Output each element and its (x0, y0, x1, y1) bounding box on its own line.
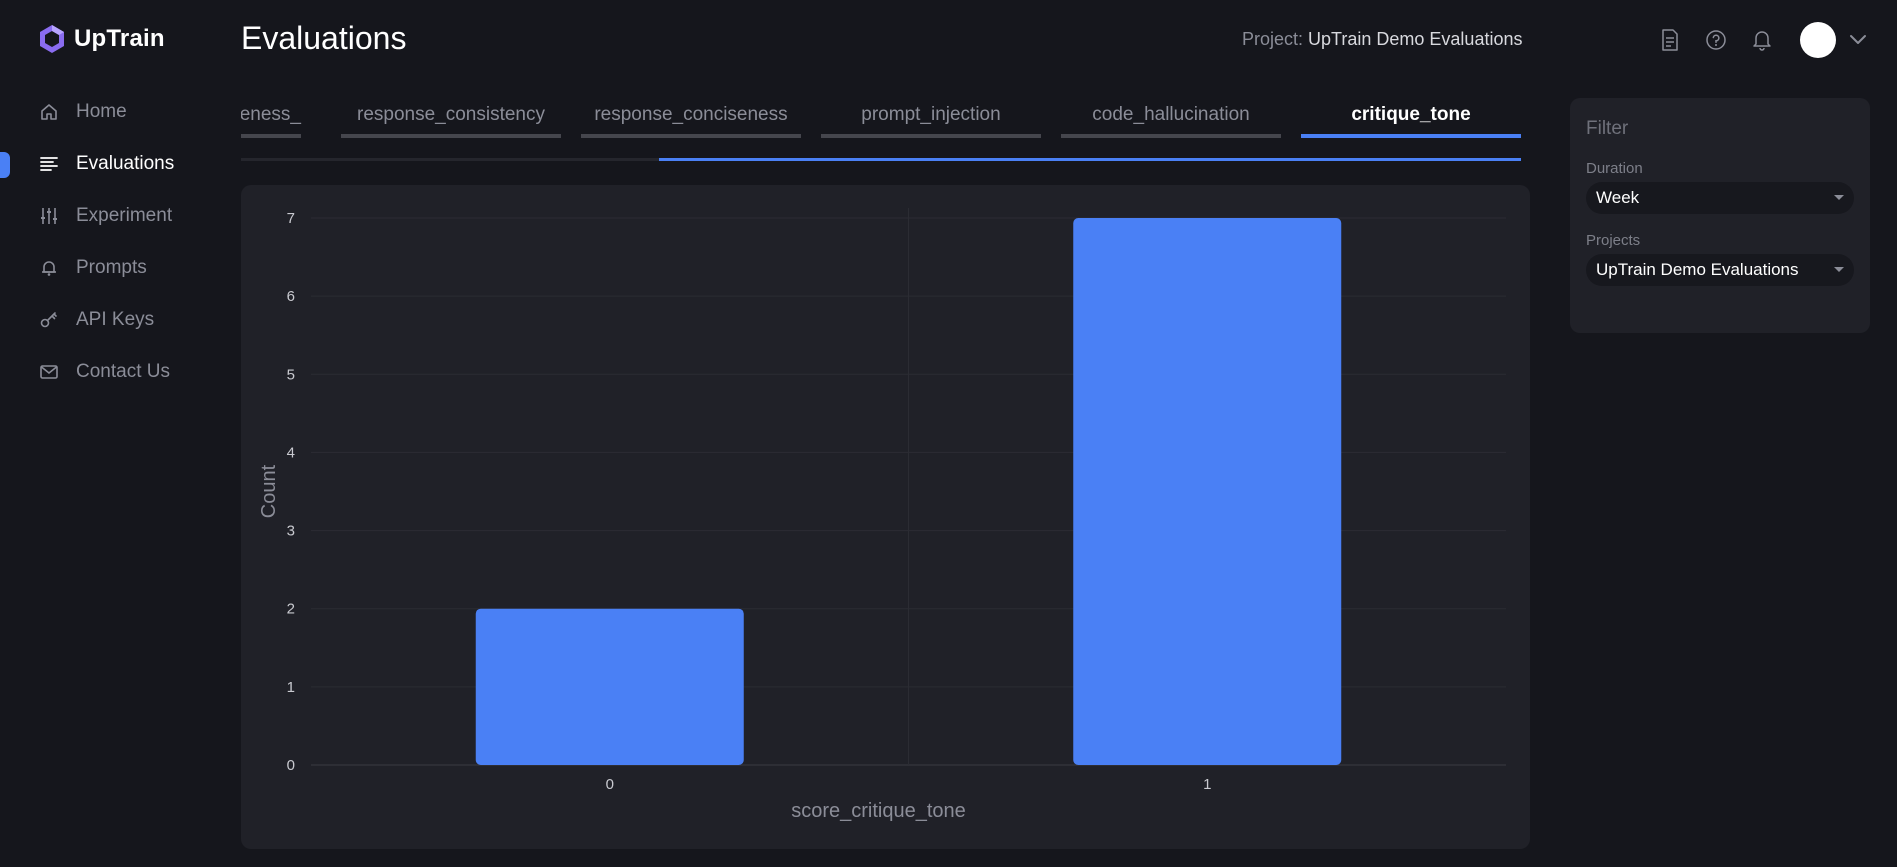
y-tick-label: 6 (287, 288, 295, 305)
sidebar-item-label: API Keys (76, 309, 155, 330)
sidebar: UpTrain Home Evaluations Experiment Prom… (0, 0, 215, 867)
y-tick-label: 0 (287, 757, 295, 774)
caret-down-icon (1834, 267, 1844, 272)
app-logo[interactable]: UpTrain (38, 24, 165, 54)
avatar[interactable] (1800, 22, 1836, 58)
sidebar-item-evaluations[interactable]: Evaluations (0, 138, 215, 190)
tab-response-consistency[interactable]: response_consistency (341, 96, 561, 138)
duration-select[interactable]: Week (1586, 182, 1854, 214)
sidebar-item-label: Evaluations (76, 153, 175, 174)
tab-critique-tone[interactable]: critique_tone (1301, 96, 1521, 138)
help-icon[interactable] (1704, 28, 1728, 52)
y-tick-label: 2 (287, 601, 295, 618)
project-indicator: Project: UpTrain Demo Evaluations (1242, 29, 1522, 50)
home-icon (38, 101, 60, 123)
app-name: UpTrain (74, 25, 165, 52)
sidebar-item-label: Home (76, 101, 127, 122)
tab-prompt-injection[interactable]: prompt_injection (821, 96, 1041, 138)
sidebar-item-api-keys[interactable]: API Keys (0, 294, 215, 346)
evaluation-tabs: pleteness_ response_consistency response… (241, 96, 1521, 162)
list-icon (38, 153, 60, 175)
y-tick-label: 5 (287, 366, 295, 383)
caret-down-icon (1834, 195, 1844, 200)
project-label: Project: (1242, 29, 1304, 49)
x-tick-label: 0 (606, 776, 614, 793)
y-tick-label: 7 (287, 210, 295, 227)
bar-chart: 0 1 2 3 4 5 6 7 0 1 score_critique_tone Count (258, 208, 1506, 822)
chart-card: 0 1 2 3 4 5 6 7 0 1 score_critique_tone Count (241, 185, 1530, 849)
sliders-icon (38, 205, 60, 227)
y-tick-label: 1 (287, 679, 295, 696)
projects-value: UpTrain Demo Evaluations (1596, 260, 1799, 279)
tab-response-conciseness[interactable]: response_conciseness (581, 96, 801, 138)
bar (475, 608, 744, 765)
project-name: UpTrain Demo Evaluations (1308, 29, 1523, 49)
notification-bell-icon[interactable] (1750, 28, 1774, 52)
x-tick-label: 1 (1203, 776, 1211, 793)
page-title: Evaluations (241, 20, 407, 56)
sidebar-nav: Home Evaluations Experiment Prompts API … (0, 86, 215, 398)
projects-select[interactable]: UpTrain Demo Evaluations (1586, 254, 1854, 286)
y-tick-label: 4 (287, 444, 295, 461)
x-axis-label: score_critique_tone (791, 800, 966, 822)
sidebar-item-prompts[interactable]: Prompts (0, 242, 215, 294)
sidebar-item-label: Prompts (76, 257, 147, 278)
key-icon (38, 309, 60, 331)
filter-title: Filter (1586, 118, 1629, 139)
uptrain-logo-icon (40, 25, 64, 53)
y-axis-label: Count (258, 464, 280, 518)
mail-icon (38, 361, 60, 383)
sidebar-item-home[interactable]: Home (0, 86, 215, 138)
bell-icon (38, 257, 60, 279)
duration-label: Duration (1586, 160, 1643, 177)
bar (1073, 218, 1342, 765)
duration-value: Week (1596, 188, 1640, 207)
tabs-scrollbar-thumb[interactable] (659, 158, 1521, 161)
tab-completeness[interactable]: pleteness_ (241, 96, 301, 138)
document-icon[interactable] (1658, 28, 1682, 52)
sidebar-item-contact-us[interactable]: Contact Us (0, 346, 215, 398)
filter-panel: Filter Duration Week Projects UpTrain De… (1570, 98, 1870, 333)
y-tick-label: 3 (287, 523, 295, 540)
sidebar-item-label: Experiment (76, 205, 173, 226)
sidebar-item-experiment[interactable]: Experiment (0, 190, 215, 242)
sidebar-item-label: Contact Us (76, 361, 170, 382)
tab-code-hallucination[interactable]: code_hallucination (1061, 96, 1281, 138)
projects-label: Projects (1586, 232, 1641, 249)
chevron-down-icon[interactable] (1848, 30, 1868, 55)
